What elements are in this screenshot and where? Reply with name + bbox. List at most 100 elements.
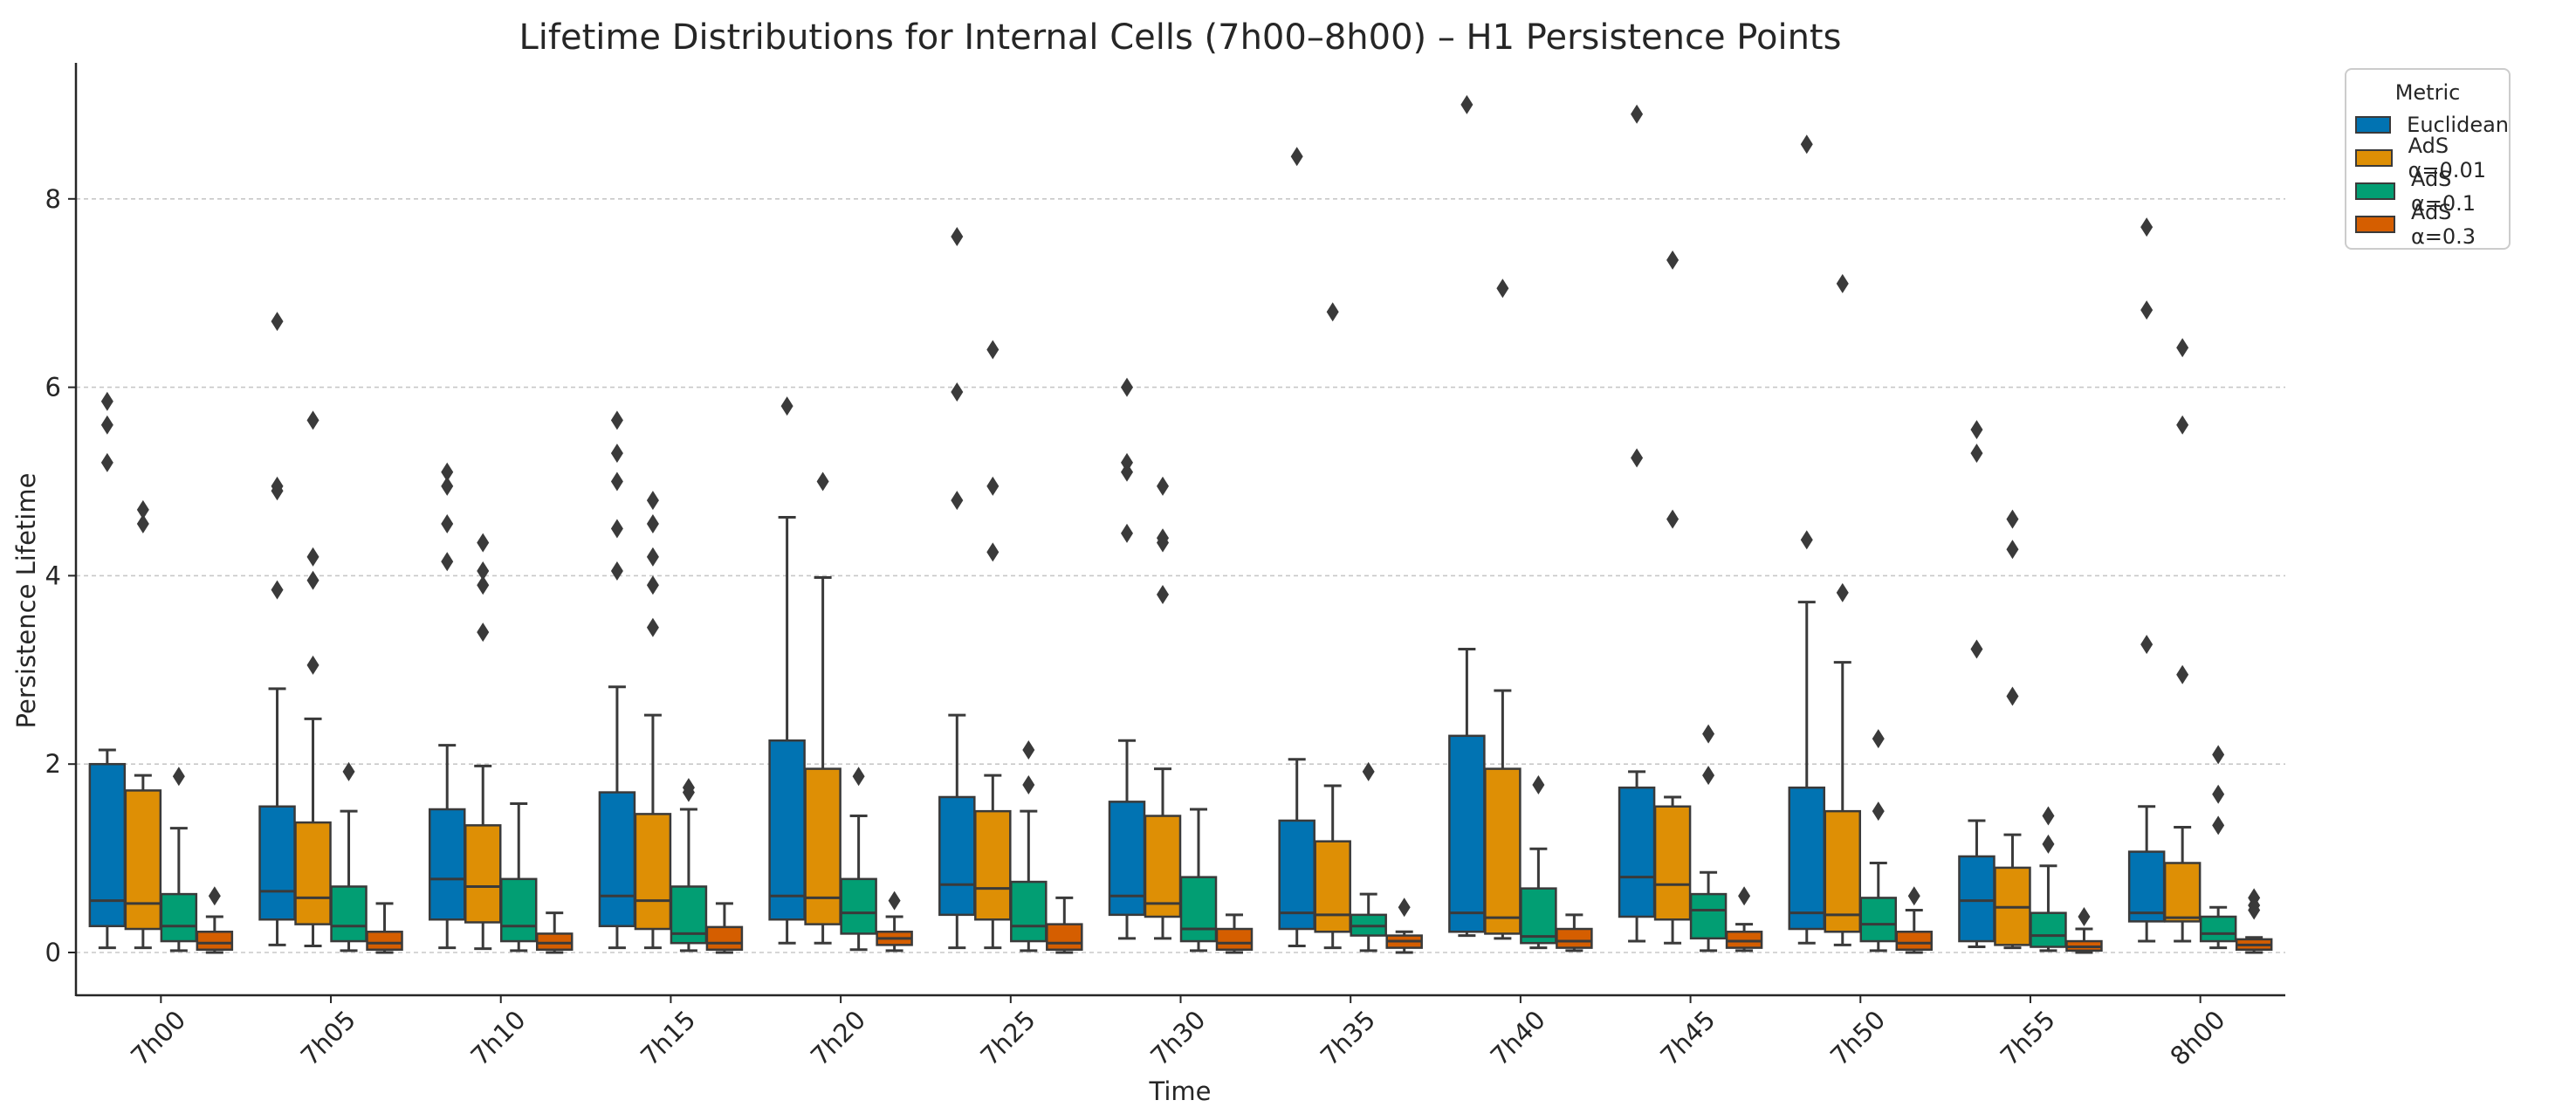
box-group bbox=[1484, 278, 1522, 940]
box bbox=[294, 821, 332, 925]
outlier-point bbox=[271, 580, 284, 600]
legend-label: Euclidean bbox=[2407, 113, 2509, 137]
box-group bbox=[840, 767, 877, 952]
box bbox=[634, 813, 672, 931]
box bbox=[768, 739, 806, 921]
outlier-point bbox=[1157, 584, 1169, 604]
outlier-point bbox=[477, 622, 490, 643]
box bbox=[330, 885, 368, 943]
box bbox=[1314, 840, 1351, 933]
box bbox=[598, 791, 636, 928]
outlier-point bbox=[2248, 888, 2261, 908]
x-axis-label: Time bbox=[1149, 1076, 1212, 1106]
box-group bbox=[330, 761, 368, 952]
box-group bbox=[2163, 338, 2202, 943]
box bbox=[535, 932, 574, 952]
outlier-point bbox=[271, 476, 284, 496]
box bbox=[804, 767, 841, 925]
box bbox=[1520, 887, 1557, 945]
box-group bbox=[768, 396, 806, 945]
legend-label: AdS α=0.3 bbox=[2410, 200, 2476, 249]
outlier-point bbox=[1121, 377, 1133, 397]
box-group bbox=[196, 886, 234, 954]
outlier-point bbox=[610, 444, 623, 464]
box-group bbox=[1788, 134, 1826, 945]
box bbox=[1824, 809, 1862, 933]
box-group bbox=[1350, 761, 1387, 952]
box bbox=[1278, 819, 1315, 931]
box-group bbox=[1725, 886, 1763, 952]
outlier-point bbox=[306, 410, 319, 430]
outlier-point bbox=[1631, 448, 1644, 468]
box bbox=[705, 925, 744, 952]
outlier-point bbox=[1460, 94, 1473, 114]
box-group bbox=[1618, 104, 1656, 943]
outlier-point bbox=[1326, 302, 1339, 322]
legend-item: AdS α=0.1 bbox=[2346, 167, 2509, 216]
legend-item: AdS α=0.3 bbox=[2346, 200, 2509, 249]
box bbox=[840, 877, 877, 935]
outlier-point bbox=[136, 514, 149, 534]
outlier-point bbox=[986, 340, 999, 360]
outlier-point bbox=[1836, 582, 1849, 602]
outlier-point bbox=[441, 552, 454, 572]
box-group bbox=[705, 902, 744, 954]
box-group bbox=[1448, 94, 1486, 938]
outlier-point bbox=[2140, 217, 2154, 237]
outlier-point bbox=[477, 533, 490, 553]
legend-swatch bbox=[2355, 116, 2392, 134]
box bbox=[1046, 923, 1083, 952]
outlier-point bbox=[100, 391, 113, 411]
outlier-point bbox=[1738, 886, 1751, 906]
outlier-point bbox=[610, 561, 623, 581]
outlier-point bbox=[2176, 415, 2189, 435]
box-group bbox=[1144, 476, 1182, 940]
outlier-point bbox=[1532, 774, 1545, 794]
box-group bbox=[2235, 888, 2273, 954]
outlier-point bbox=[1666, 250, 1680, 270]
x-tick-label: 7h35 bbox=[1315, 1005, 1381, 1071]
outlier-point bbox=[1496, 278, 1509, 299]
outlier-point bbox=[1800, 530, 1813, 550]
outlier-point bbox=[852, 767, 865, 787]
outlier-point bbox=[1362, 761, 1375, 781]
box bbox=[1958, 855, 1996, 943]
box-group bbox=[1556, 913, 1593, 952]
outlier-point bbox=[1290, 147, 1303, 167]
outlier-point bbox=[1666, 509, 1680, 529]
box-group bbox=[974, 340, 1012, 950]
box-group bbox=[124, 499, 162, 950]
outlier-point bbox=[2042, 806, 2055, 826]
box-group bbox=[876, 891, 913, 952]
outlier-point bbox=[2212, 815, 2225, 836]
box bbox=[1788, 786, 1826, 931]
y-tick-label: 8 bbox=[45, 184, 61, 214]
box-group bbox=[499, 802, 538, 952]
outlier-point bbox=[1970, 420, 1983, 440]
box bbox=[1484, 767, 1522, 935]
y-tick-label: 6 bbox=[45, 373, 61, 402]
box bbox=[258, 805, 296, 921]
box bbox=[1618, 786, 1656, 918]
outlier-point bbox=[2078, 906, 2091, 926]
outlier-point bbox=[1702, 724, 1715, 744]
box-group bbox=[2127, 217, 2166, 943]
box-group bbox=[1653, 250, 1692, 945]
box-group bbox=[2199, 745, 2237, 950]
outlier-point bbox=[1022, 740, 1035, 760]
box bbox=[1859, 897, 1898, 943]
outlier-point bbox=[100, 452, 113, 472]
outlier-point bbox=[646, 617, 659, 637]
box bbox=[1556, 927, 1593, 949]
x-tick-label: 7h10 bbox=[465, 1005, 532, 1071]
box bbox=[2163, 862, 2202, 923]
box-group bbox=[804, 471, 841, 945]
box bbox=[1689, 892, 1728, 940]
outlier-point bbox=[1157, 476, 1169, 496]
x-tick-label: 7h50 bbox=[1824, 1005, 1891, 1071]
outlier-point bbox=[441, 514, 454, 534]
box bbox=[1010, 880, 1048, 943]
outlier-point bbox=[477, 561, 490, 581]
legend-label: AdS α=0.1 bbox=[2410, 167, 2476, 216]
box-group bbox=[160, 767, 198, 952]
